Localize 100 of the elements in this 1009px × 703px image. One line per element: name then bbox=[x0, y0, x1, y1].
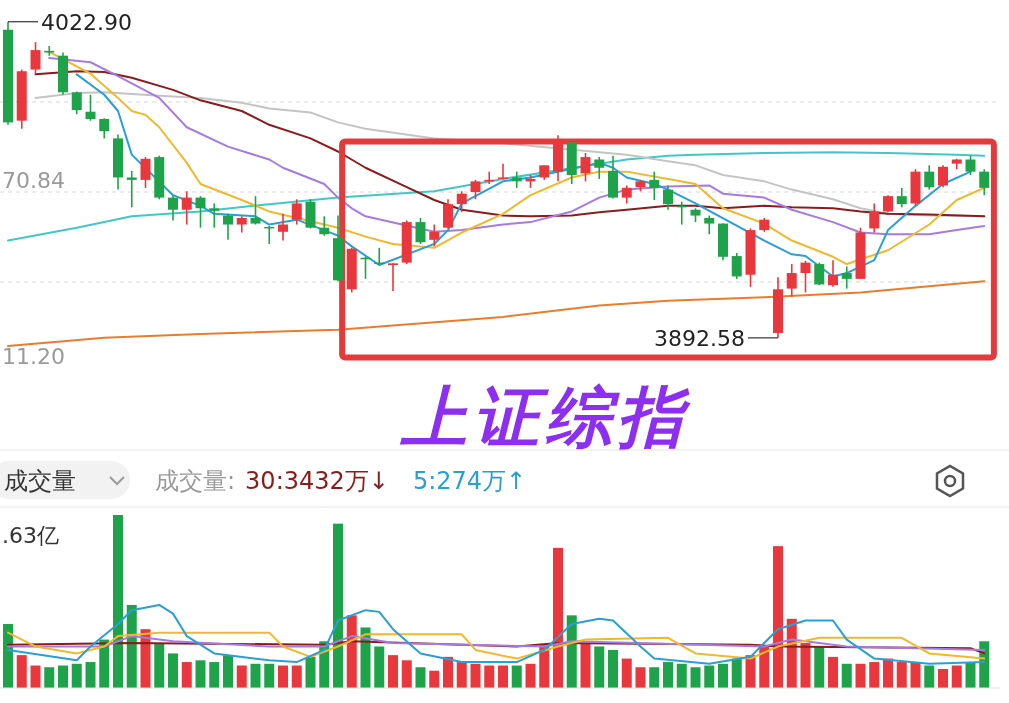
bar bbox=[333, 523, 343, 688]
bar bbox=[264, 663, 275, 688]
text: 30:3432万↓ bbox=[245, 467, 389, 495]
candlestick bbox=[938, 164, 948, 188]
annotation: .63亿 bbox=[2, 523, 59, 548]
candlestick bbox=[415, 217, 426, 245]
bar bbox=[168, 653, 178, 688]
bar bbox=[608, 649, 618, 688]
candlestick bbox=[99, 117, 110, 140]
candlestick bbox=[195, 195, 206, 229]
candlestick bbox=[443, 198, 453, 230]
bar bbox=[223, 655, 233, 688]
bar bbox=[498, 665, 508, 688]
bar bbox=[965, 662, 976, 688]
bar bbox=[676, 663, 687, 688]
candlestick bbox=[223, 213, 233, 241]
candlestick bbox=[181, 190, 192, 226]
bar bbox=[85, 662, 96, 688]
bar bbox=[16, 655, 27, 688]
candlestick bbox=[44, 45, 55, 57]
bar bbox=[553, 547, 563, 688]
candlestick bbox=[319, 215, 330, 237]
bar bbox=[580, 643, 591, 688]
bar bbox=[291, 665, 302, 688]
bar bbox=[841, 663, 852, 688]
chart-title: 成交量 bbox=[4, 467, 76, 495]
bar bbox=[443, 656, 453, 688]
candlestick bbox=[731, 252, 742, 280]
bar bbox=[759, 646, 770, 688]
candlestick bbox=[924, 164, 935, 191]
candlestick bbox=[30, 41, 41, 75]
bar bbox=[663, 662, 673, 688]
bar bbox=[896, 662, 907, 688]
bar bbox=[388, 655, 398, 688]
candlestick bbox=[140, 156, 151, 189]
bar bbox=[181, 662, 192, 688]
candlestick bbox=[800, 260, 811, 294]
bar bbox=[731, 658, 742, 688]
bar bbox=[869, 662, 880, 688]
candlestick bbox=[580, 152, 591, 183]
candlestick bbox=[869, 202, 880, 234]
bar bbox=[209, 662, 220, 688]
bar bbox=[278, 665, 288, 688]
candlestick bbox=[979, 168, 990, 196]
candlestick bbox=[85, 93, 96, 122]
candlestick bbox=[594, 156, 605, 180]
bar bbox=[690, 667, 701, 688]
candlestick bbox=[965, 154, 976, 176]
bar bbox=[855, 663, 866, 688]
bar bbox=[470, 663, 481, 688]
bar bbox=[113, 515, 123, 688]
bar bbox=[718, 663, 728, 688]
candlestick bbox=[663, 184, 673, 211]
candlestick bbox=[649, 170, 660, 201]
bar bbox=[924, 665, 935, 688]
candlestick bbox=[456, 190, 467, 213]
candlestick bbox=[250, 195, 261, 226]
bar bbox=[635, 667, 646, 688]
annotation: 70.84 bbox=[2, 168, 65, 193]
text: 5:274万↑ bbox=[412, 467, 527, 495]
candlestick bbox=[498, 162, 508, 180]
candlestick bbox=[828, 259, 838, 288]
bar bbox=[44, 667, 55, 688]
bar bbox=[484, 665, 495, 688]
candlestick bbox=[841, 265, 852, 290]
candlestick bbox=[704, 214, 715, 236]
bar bbox=[800, 643, 811, 688]
candlestick bbox=[429, 223, 440, 248]
annotation: 4022.90 bbox=[41, 9, 132, 35]
bar bbox=[250, 663, 261, 688]
bar bbox=[773, 546, 783, 688]
bar bbox=[951, 665, 962, 688]
bar bbox=[58, 665, 68, 688]
candlestick bbox=[388, 262, 398, 292]
bar bbox=[828, 656, 838, 688]
bar bbox=[621, 658, 632, 688]
bar bbox=[525, 663, 536, 688]
candlestick bbox=[470, 179, 481, 201]
candlestick bbox=[896, 187, 907, 209]
bar bbox=[814, 646, 825, 688]
bar bbox=[71, 663, 82, 688]
bar bbox=[910, 662, 921, 688]
bar bbox=[346, 615, 357, 688]
bar bbox=[704, 665, 715, 688]
bar bbox=[566, 615, 577, 688]
bar bbox=[511, 665, 522, 688]
annotation: 3892.58 bbox=[654, 325, 745, 351]
bar bbox=[154, 643, 165, 688]
bar bbox=[30, 665, 41, 688]
candlestick bbox=[209, 202, 220, 229]
text: 上证综指 bbox=[399, 379, 691, 456]
bar bbox=[456, 662, 467, 688]
bar bbox=[374, 646, 385, 688]
bar bbox=[401, 660, 412, 688]
candlestick bbox=[291, 198, 302, 226]
candlestick bbox=[786, 263, 797, 298]
candlestick bbox=[126, 170, 137, 209]
bar bbox=[649, 667, 660, 688]
bar bbox=[236, 665, 247, 688]
bar bbox=[429, 670, 440, 688]
